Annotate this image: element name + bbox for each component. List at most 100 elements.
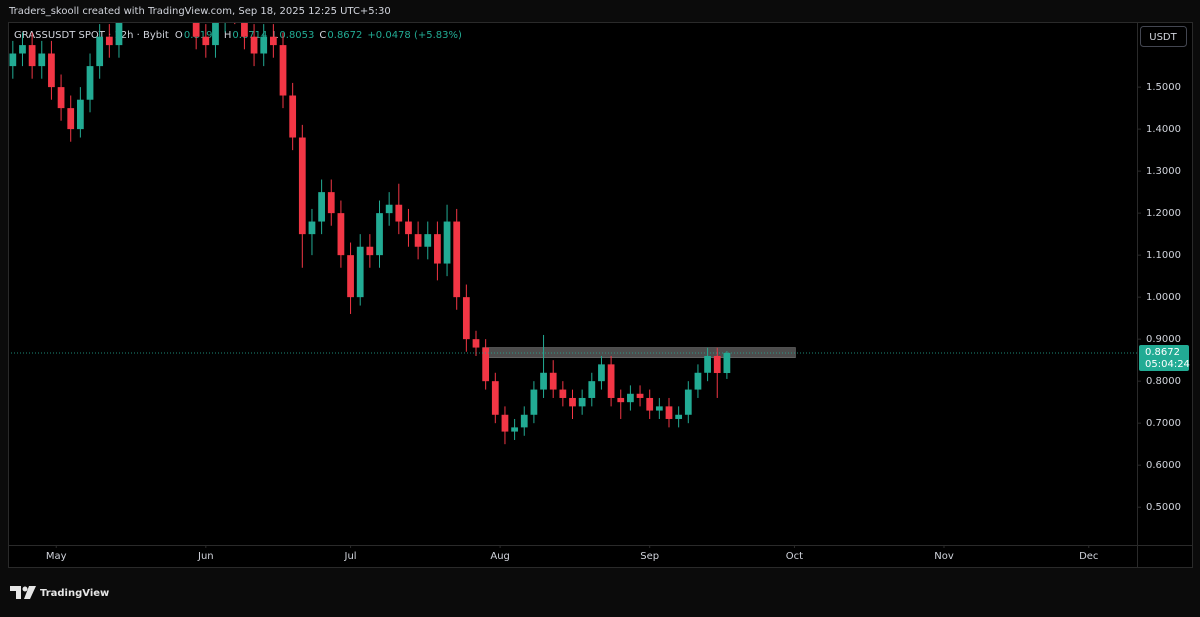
candle-body bbox=[713, 355, 721, 374]
candle-body bbox=[318, 192, 325, 222]
change: +0.0478 (+5.83%) bbox=[367, 30, 462, 41]
candle-body bbox=[559, 389, 567, 398]
ohlc-letter: L bbox=[272, 30, 278, 41]
candle-body bbox=[9, 53, 17, 67]
candle-body bbox=[501, 414, 509, 432]
candle-body bbox=[453, 221, 461, 298]
candle-body bbox=[376, 213, 383, 256]
candle-body bbox=[308, 221, 316, 235]
candle-body bbox=[38, 53, 46, 67]
candle-body bbox=[212, 23, 219, 46]
candle-body bbox=[347, 255, 354, 298]
resistance-zone bbox=[482, 347, 796, 358]
candle-body bbox=[19, 45, 26, 54]
candle-body bbox=[385, 204, 393, 214]
logo-slash bbox=[24, 586, 36, 599]
candle-body bbox=[115, 23, 123, 46]
y-tick-label: 1.5000 bbox=[1146, 82, 1181, 93]
x-tick-label: Sep bbox=[640, 551, 659, 562]
candle-body bbox=[636, 393, 644, 398]
candle-body bbox=[279, 45, 287, 96]
candle-body bbox=[86, 66, 94, 100]
candle-body bbox=[723, 352, 731, 374]
candle-body bbox=[482, 347, 490, 382]
candle-body bbox=[704, 355, 711, 373]
ohlc-letter: C bbox=[319, 30, 326, 41]
ohlc-letter: O bbox=[175, 30, 183, 41]
currency-button[interactable] bbox=[1140, 26, 1187, 47]
candle-body bbox=[694, 372, 702, 390]
candle-body bbox=[105, 36, 113, 46]
pane bbox=[9, 23, 1137, 445]
candle-body bbox=[607, 364, 615, 398]
candle-body bbox=[462, 297, 470, 340]
candle-body bbox=[395, 204, 403, 222]
y-tick-label: 0.9000 bbox=[1146, 334, 1181, 345]
last-price-tag bbox=[1139, 344, 1189, 371]
candle-body bbox=[530, 389, 538, 415]
chart-frame bbox=[8, 22, 1193, 568]
candle-body bbox=[327, 192, 335, 214]
attribution: Traders_skooll created with TradingView.… bbox=[8, 6, 391, 17]
ohlc-value: 0.8053 bbox=[279, 30, 314, 41]
ohlc-value: 0.8672 bbox=[327, 30, 362, 41]
symbol-legend: GRASSUSDT SPOT · 12h · Bybit O 0.8194 H 0.8… bbox=[14, 30, 462, 41]
logo-mark bbox=[10, 586, 21, 599]
y-tick-label: 1.2000 bbox=[1146, 208, 1181, 219]
y-tick-label: 0.5000 bbox=[1146, 502, 1181, 513]
brand-logo: TradingView bbox=[10, 586, 109, 599]
x-tick-label: Aug bbox=[490, 551, 510, 562]
candle-body bbox=[298, 137, 306, 235]
candle-body bbox=[67, 108, 75, 130]
candle-body bbox=[289, 95, 297, 138]
candle-body bbox=[569, 397, 576, 407]
candle-body bbox=[684, 389, 692, 415]
candle-body bbox=[511, 427, 518, 432]
candle-body bbox=[646, 397, 654, 411]
y-tick-label: 0.6000 bbox=[1146, 460, 1181, 471]
candle-body bbox=[540, 372, 547, 390]
candle-body bbox=[424, 234, 432, 247]
candle-body bbox=[337, 213, 345, 256]
candle-body bbox=[617, 397, 625, 403]
y-tick-label: 1.3000 bbox=[1146, 166, 1181, 177]
y-tick-label: 0.7000 bbox=[1146, 418, 1181, 429]
candle-body bbox=[260, 36, 268, 54]
x-tick-label: Nov bbox=[934, 551, 954, 562]
countdown: 05:04:24 bbox=[1145, 359, 1190, 370]
ohlc-value: 0.8714 bbox=[232, 30, 267, 41]
candle-body bbox=[202, 36, 210, 46]
candle-body bbox=[578, 397, 586, 407]
candle-body bbox=[250, 36, 258, 54]
candle-body bbox=[520, 414, 528, 428]
ohlc-value: 0.8194 bbox=[184, 30, 219, 41]
y-tick-label: 1.1000 bbox=[1146, 250, 1181, 261]
y-tick-label: 1.0000 bbox=[1146, 292, 1181, 303]
logo-dot bbox=[22, 586, 28, 592]
candle-body bbox=[655, 406, 663, 411]
candle-body bbox=[434, 234, 441, 264]
candle-body bbox=[366, 246, 374, 256]
candle-body bbox=[192, 23, 200, 37]
candle-body bbox=[96, 36, 104, 67]
candle-body bbox=[675, 414, 683, 419]
x-tick-label: Jun bbox=[197, 551, 214, 562]
candle-body bbox=[414, 234, 422, 247]
candle-body bbox=[491, 381, 499, 415]
candle-body bbox=[356, 246, 364, 298]
y-tick-label: 1.4000 bbox=[1146, 124, 1181, 135]
candle-body bbox=[472, 339, 480, 348]
candle-body bbox=[549, 372, 557, 390]
candle-body bbox=[28, 45, 36, 67]
x-tick-label: May bbox=[46, 551, 67, 562]
brand-name: TradingView bbox=[40, 588, 109, 599]
candle-body bbox=[588, 381, 596, 398]
currency[interactable]: USDT bbox=[1149, 32, 1177, 43]
symbol: GRASSUSDT SPOT · 12h · Bybit bbox=[14, 30, 169, 41]
candle-body bbox=[405, 221, 412, 235]
candle-body bbox=[665, 406, 673, 419]
candle-body bbox=[627, 393, 634, 403]
candle-body bbox=[443, 221, 451, 264]
